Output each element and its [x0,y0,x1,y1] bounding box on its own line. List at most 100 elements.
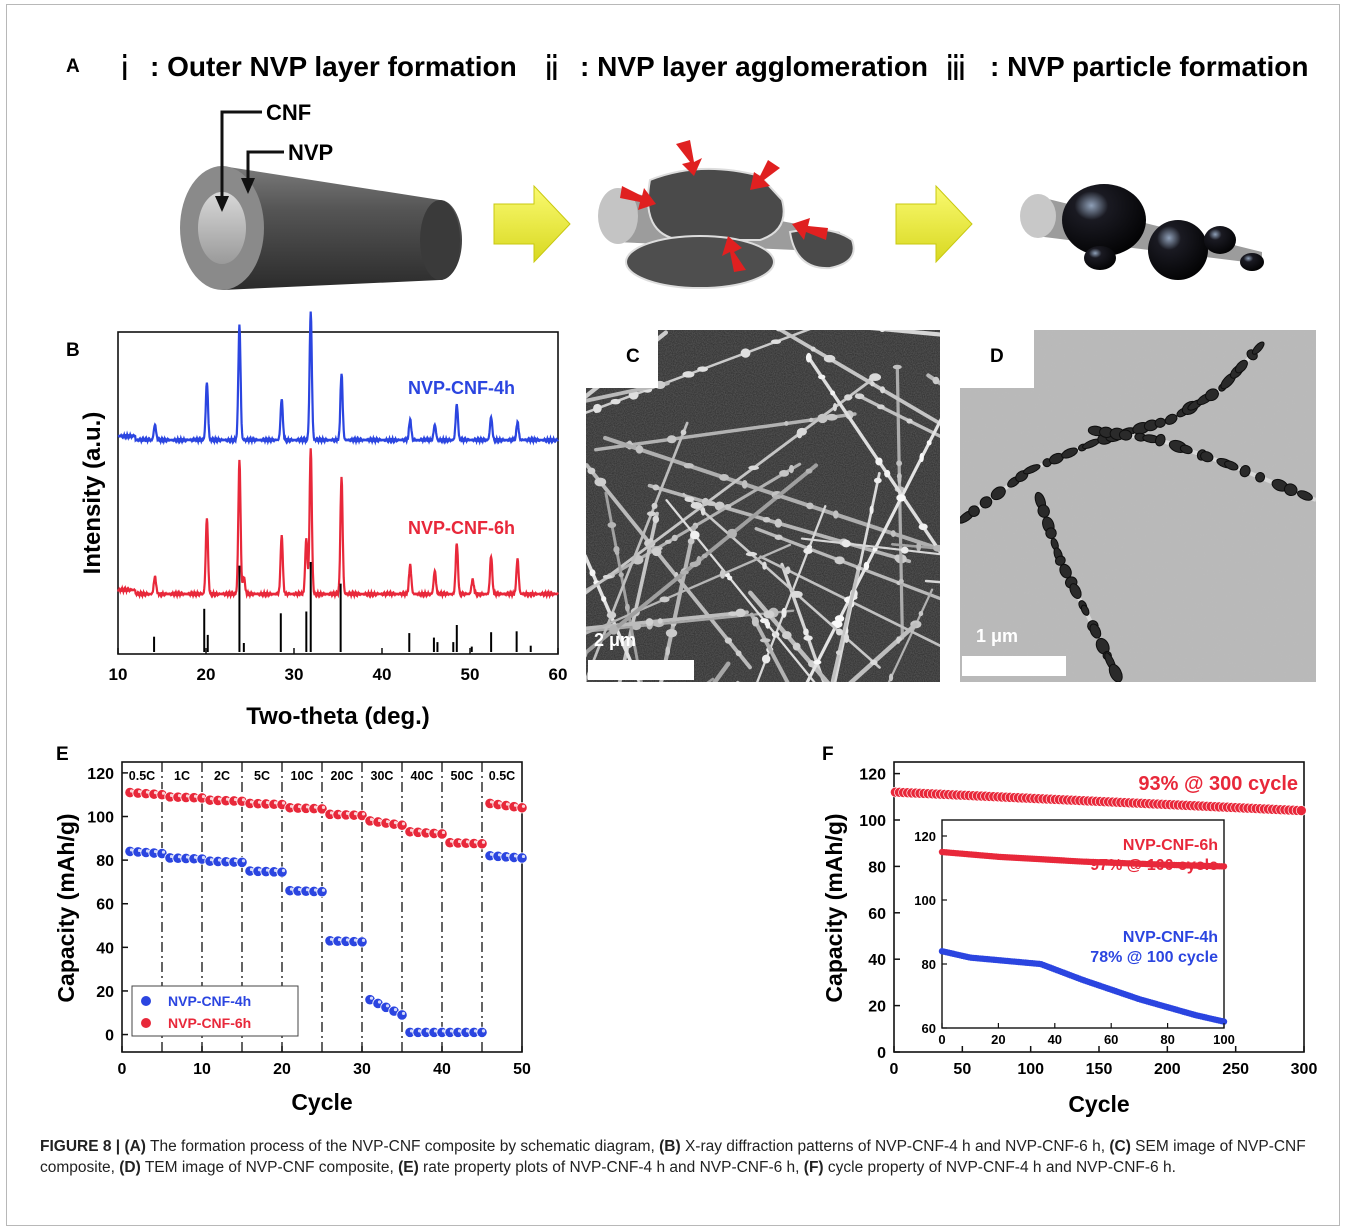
xrd-tick-label: 40 [373,665,392,684]
sem-bead [646,511,656,517]
sem-bead [806,544,813,550]
sem-bead [735,608,746,618]
rate-point-highlight [369,996,374,1000]
sem-bead [745,551,758,557]
sem-bead [864,717,876,726]
rate-label: 0.5C [489,769,515,783]
sem-bead [253,731,260,738]
sem-bead [803,716,814,724]
sem-bead [651,547,662,557]
sem-bead [912,919,916,925]
panel-d-label: D [990,346,1004,367]
inset-y-tick-label: 120 [914,829,936,844]
xrd-plot-frame [117,331,559,655]
step-1-title: ⅰ : Outer NVP layer formation [120,50,517,88]
sem-bead [690,530,700,540]
sem-fiber [586,330,811,414]
legend-marker-4h [141,996,151,1006]
step-1-numeral: ⅰ [120,50,129,88]
sem-bead [651,502,658,510]
rate-label: 50C [451,769,474,783]
sem-bead [551,989,563,994]
sem-bead [918,523,928,531]
sem-fibers [253,322,1060,994]
sem-scale-text: 2 μm [594,630,636,650]
sem-bead [784,420,789,426]
sem-bead [578,590,582,597]
process-arrow-1 [493,184,571,264]
rate-point-4h [356,936,368,948]
sem-fiber [586,554,642,682]
caption-text: cycle property of NVP-CNF-4 h and NVP-CN… [823,1159,1176,1176]
rate-point-highlight [265,800,270,805]
sem-bead [805,468,813,474]
sem-bead [733,782,742,787]
sem-bead [550,760,558,765]
sem-bead [413,684,424,691]
rate-point-highlight [289,887,294,891]
caption-panel-ref: (A) [124,1138,146,1155]
inset-point-4h [1220,1018,1228,1025]
inset-x-tick-label: 0 [938,1032,945,1047]
sem-bead [831,707,839,717]
sem-bead [896,460,903,467]
rate-point-highlight [489,800,494,804]
xrd-traces [116,311,559,652]
sem-bead [762,561,767,570]
sem-bead [809,417,814,423]
sem-bead [834,556,845,565]
rate-point-highlight [521,854,526,859]
sem-bead [772,494,782,500]
sem-bead [596,774,601,778]
sem-bead [564,790,573,798]
rate-point-highlight [417,829,422,833]
cycle-x-tick-label: 50 [953,1061,971,1078]
sem-bead [951,600,956,607]
rate-point-highlight [345,811,350,815]
rate-point-highlight [321,805,326,809]
inset-point-6h [1220,863,1228,870]
cycle-x-tick-label: 300 [1291,1061,1318,1078]
cycle-y-tick-label: 80 [868,859,886,876]
sem-bead [785,566,791,575]
rate-x-axis-label: Cycle [291,1089,352,1115]
tem-particle [1251,341,1265,355]
rate-point-highlight [521,804,526,808]
sem-bead [592,841,599,848]
sem-bead [903,916,913,920]
rate-point-highlight [289,804,294,808]
sem-bead [842,322,851,329]
rate-point-highlight [409,828,414,832]
rate-point-highlight [217,797,222,801]
caption-text: X-ray diffraction patterns of NVP-CNF-4 … [680,1138,1110,1155]
rate-point-highlight [401,822,406,826]
rate-point-highlight [465,1029,470,1033]
sem-fiber [800,537,940,556]
sem-bead [1049,699,1060,705]
cycle-point-6h [1295,805,1307,816]
rate-point-highlight [145,849,150,853]
sem-bead [420,643,430,652]
sem-bead [599,833,604,840]
red-arrow [722,236,746,272]
rate-y-tick-label: 0 [105,1028,114,1045]
sem-bead [558,934,563,938]
sem-bead [724,637,733,644]
sem-bead [508,657,519,662]
sem-bead [873,477,882,484]
sem-bead [697,366,708,372]
sem-bead [645,618,654,626]
sem-bead [659,596,670,603]
legend-marker-6h [141,1018,151,1028]
rate-point-4h [316,886,328,898]
sem-bead [625,603,630,612]
rate-label: 40C [411,769,434,783]
nvp-particle [1204,226,1236,254]
tem-particle [1179,444,1193,455]
nvp-particle [1148,220,1208,280]
sem-bead [587,467,596,475]
caption-text: rate property plots of NVP-CNF-4 h and N… [418,1159,804,1176]
rate-point-highlight [209,858,214,862]
sem-bead [906,418,913,424]
rate-ticks: 0 10 20 30 40 50 0 20 40 60 80 100 120 [87,766,531,1078]
